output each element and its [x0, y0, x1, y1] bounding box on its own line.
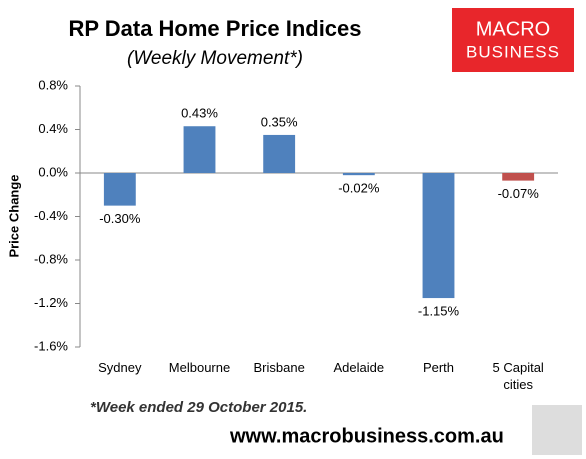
bar — [263, 134, 296, 173]
source: www.macrobusiness.com.au — [229, 425, 504, 447]
bar — [422, 173, 455, 299]
bar — [502, 173, 535, 181]
y-tick-label: 0.0% — [38, 164, 68, 179]
y-tick-label: -1.6% — [34, 338, 68, 353]
value-label: 0.35% — [261, 114, 298, 129]
footnote: *Week ended 29 October 2015. — [90, 399, 307, 416]
chart-title: RP Data Home Price Indices — [68, 16, 361, 41]
y-tick-label: -0.4% — [34, 208, 68, 223]
logo-box — [452, 8, 574, 72]
bar — [103, 173, 136, 206]
chart-subtitle: (Weekly Movement*) — [127, 48, 303, 69]
y-axis-label: Price Change — [6, 174, 21, 257]
y-tick-label: -0.8% — [34, 251, 68, 266]
y-tick-label: -1.2% — [34, 295, 68, 310]
logo-text: BUSINESS — [466, 42, 560, 61]
y-tick-label: 0.8% — [38, 77, 68, 92]
value-label: 0.43% — [181, 106, 218, 121]
value-label: -0.07% — [498, 186, 540, 201]
x-tick-label: Perth — [422, 360, 455, 375]
bar — [342, 173, 375, 176]
x-tick-label: 5 Capital cities — [492, 360, 544, 392]
logo-text: MACRO — [476, 18, 550, 40]
logo-image — [532, 405, 582, 455]
value-label: -0.02% — [338, 181, 380, 196]
value-label: -1.15% — [418, 304, 460, 319]
x-tick-label: Melbourne — [168, 360, 231, 375]
x-tick-label: Adelaide — [333, 360, 385, 375]
x-tick-label: Brisbane — [253, 360, 305, 375]
value-label: -0.30% — [99, 211, 141, 226]
x-tick-label: Sydney — [98, 360, 142, 375]
bar — [183, 126, 216, 173]
y-tick-label: 0.4% — [38, 121, 68, 136]
